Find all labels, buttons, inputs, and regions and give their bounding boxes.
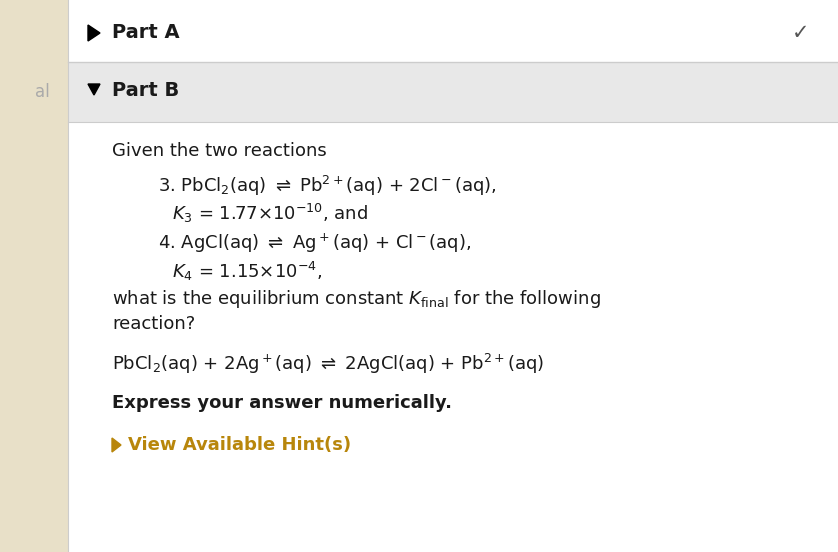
Text: PbCl$_2$(aq) + 2Ag$^+$(aq) $\rightleftharpoons$ 2AgCl(aq) + Pb$^{2+}$(aq): PbCl$_2$(aq) + 2Ag$^+$(aq) $\rightleftha… xyxy=(112,352,544,376)
Text: reaction?: reaction? xyxy=(112,315,195,333)
Polygon shape xyxy=(88,25,100,41)
FancyBboxPatch shape xyxy=(68,0,838,552)
Text: what is the equilibrium constant $K_{\mathrm{final}}$ for the following: what is the equilibrium constant $K_{\ma… xyxy=(112,288,601,310)
Polygon shape xyxy=(88,84,100,95)
Text: Part A: Part A xyxy=(112,24,179,43)
Polygon shape xyxy=(112,438,121,452)
Text: $K_4$ = 1.15×10$^{-4}$,: $K_4$ = 1.15×10$^{-4}$, xyxy=(172,260,322,283)
FancyBboxPatch shape xyxy=(68,0,838,62)
Text: ✓: ✓ xyxy=(792,23,810,43)
Text: $K_3$ = 1.77×10$^{-10}$, and: $K_3$ = 1.77×10$^{-10}$, and xyxy=(172,202,368,225)
Text: 3. PbCl$_2$(aq) $\rightleftharpoons$ Pb$^{2+}$(aq) + 2Cl$^-$(aq),: 3. PbCl$_2$(aq) $\rightleftharpoons$ Pb$… xyxy=(158,174,497,198)
FancyBboxPatch shape xyxy=(0,0,68,552)
Text: Express your answer numerically.: Express your answer numerically. xyxy=(112,394,452,412)
FancyBboxPatch shape xyxy=(68,122,838,552)
Text: al: al xyxy=(34,83,49,101)
Text: View Available Hint(s): View Available Hint(s) xyxy=(128,436,351,454)
Text: 4. AgCl(aq) $\rightleftharpoons$ Ag$^+$(aq) + Cl$^-$(aq),: 4. AgCl(aq) $\rightleftharpoons$ Ag$^+$(… xyxy=(158,232,471,255)
Text: Part B: Part B xyxy=(112,81,179,99)
Text: Given the two reactions: Given the two reactions xyxy=(112,142,327,160)
FancyBboxPatch shape xyxy=(68,62,838,122)
